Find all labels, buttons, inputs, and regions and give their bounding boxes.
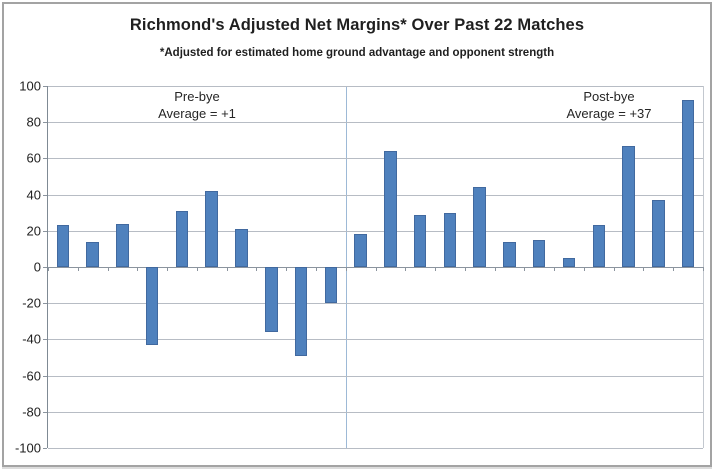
bar-match-3 (116, 223, 129, 267)
x-axis-tick (405, 267, 407, 271)
gridline-80 (48, 122, 703, 124)
y-axis-tick (43, 267, 47, 268)
bar-match-12 (384, 151, 397, 267)
bar-match-2 (86, 241, 99, 267)
bar-match-8 (265, 267, 278, 333)
x-axis-tick (613, 267, 615, 271)
post-bye-annotation: Post-bye Average = +37 (566, 88, 651, 122)
y-axis-tick (43, 194, 47, 196)
gridline-40 (48, 194, 703, 196)
x-axis-tick (196, 267, 198, 271)
y-axis-tick (43, 411, 47, 413)
x-axis-tick (494, 267, 496, 271)
gridline-20 (48, 230, 703, 232)
y-axis-labels: 100 80 60 40 20 0 -20 -40 -60 -80 -100 (0, 79, 41, 456)
x-axis-tick (77, 267, 79, 271)
post-bye-label: Post-bye (583, 89, 635, 104)
bar-match-10 (324, 267, 338, 304)
bar-match-17 (532, 239, 546, 267)
x-axis-tick (167, 267, 169, 271)
x-axis-tick (464, 267, 466, 271)
y-axis-label--80: -80 (22, 404, 41, 420)
x-axis-tick (137, 267, 139, 271)
y-axis-tick (43, 448, 47, 449)
gridline--20 (48, 303, 703, 305)
y-axis-label-100: 100 (19, 78, 41, 94)
x-axis-tick (375, 267, 377, 271)
x-axis-tick (226, 267, 228, 271)
y-axis-label-40: 40 (26, 187, 41, 203)
bar-match-20 (622, 145, 635, 267)
bar-match-18 (562, 257, 576, 267)
y-axis-label-20: 20 (26, 223, 41, 239)
x-axis-tick (107, 267, 109, 271)
gridline--40 (48, 339, 703, 341)
chart-subtitle: *Adjusted for estimated home ground adva… (159, 47, 555, 59)
x-axis-tick (435, 267, 437, 271)
bar-match-4 (145, 267, 159, 345)
y-axis-label-60: 60 (26, 150, 41, 166)
y-axis-tick (43, 158, 47, 160)
chart-title: Richmond's Adjusted Net Margins* Over Pa… (129, 16, 585, 34)
x-axis-tick (583, 267, 585, 271)
y-axis-tick (43, 375, 47, 377)
gridline-60 (48, 158, 703, 160)
y-axis-tick (43, 86, 47, 87)
x-axis-tick (524, 267, 526, 271)
pre-bye-label: Pre-bye (174, 89, 220, 104)
bar-match-11 (354, 234, 367, 267)
post-bye-average: Average = +37 (566, 106, 652, 121)
gridline--100 (48, 448, 703, 449)
y-axis-label-80: 80 (26, 114, 41, 130)
y-axis-tick (43, 339, 47, 341)
pre-bye-annotation: Pre-bye Average = +1 (158, 88, 236, 122)
x-axis-tick (673, 267, 675, 271)
y-axis-tick (43, 122, 47, 124)
y-axis-tick (43, 230, 47, 232)
x-axis-tick (48, 267, 49, 271)
y-axis-label--20: -20 (22, 295, 41, 311)
bar-match-9 (294, 267, 308, 356)
x-axis-tick (286, 267, 288, 271)
bar-match-15 (473, 187, 486, 267)
bar-match-14 (443, 212, 457, 267)
gridline--80 (48, 411, 703, 413)
x-axis-tick (345, 267, 347, 271)
x-axis-tick (703, 267, 704, 271)
gridline-100 (48, 86, 703, 87)
pre-bye-average: Average = +1 (158, 106, 236, 121)
y-axis-label-0: 0 (33, 259, 41, 275)
bar-match-19 (592, 225, 606, 267)
bar-match-1 (56, 225, 70, 267)
x-axis-tick (643, 267, 645, 271)
y-axis-tick (43, 303, 47, 305)
y-axis-label--100: -100 (14, 440, 41, 456)
y-axis-label--60: -60 (22, 368, 41, 384)
bar-match-13 (413, 214, 427, 267)
bar-match-16 (503, 241, 516, 267)
x-axis-tick (256, 267, 258, 271)
bar-match-6 (205, 190, 218, 267)
bar-match-22 (681, 100, 695, 267)
bar-match-5 (175, 210, 189, 267)
bar-match-21 (652, 200, 665, 267)
plot-area (43, 86, 704, 449)
x-axis-tick (315, 267, 317, 271)
bar-match-7 (235, 228, 248, 267)
gridline--60 (48, 375, 703, 377)
x-axis-tick (554, 267, 556, 271)
y-axis-label--40: -40 (22, 331, 41, 347)
